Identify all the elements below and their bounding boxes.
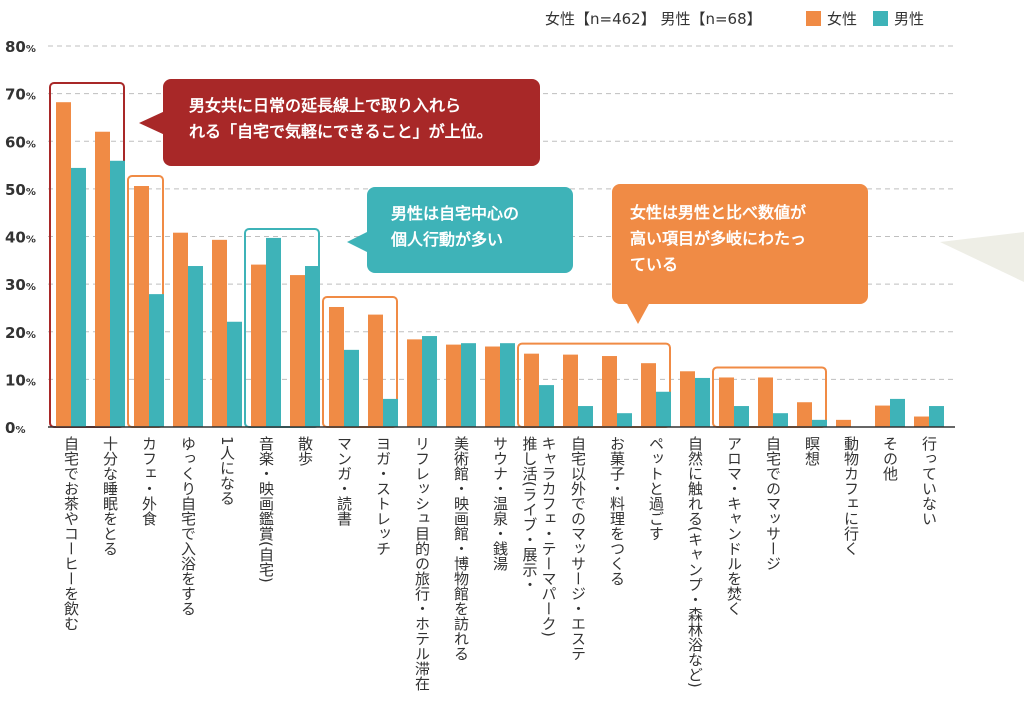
legend-swatch-female <box>806 11 821 26</box>
bar-male <box>383 398 398 427</box>
bar-female <box>914 416 929 427</box>
bar-female <box>173 232 188 427</box>
x-tick-label: サウナ・温泉・銭湯 <box>491 436 509 571</box>
callout-red-tail <box>139 111 165 135</box>
x-tick-labels: 自宅でお茶やコーヒーを飲む 十分な睡眠をとる カフェ・外食 ゆっくり自宅で入浴をする 1… <box>62 436 938 691</box>
bar-female <box>212 239 227 427</box>
x-tick-label: リフレッシュ目的の旅行・ホテル滞在 <box>413 436 431 691</box>
bar-female <box>95 131 110 427</box>
x-tick-label: アロマ・キャンドルを焚く <box>725 436 743 616</box>
x-tick-label: お菓子・料理をつくる <box>608 436 626 586</box>
x-tick-label: 音楽・映画鑑賞(自宅) <box>257 436 275 583</box>
x-tick-label: 散歩 <box>296 436 314 466</box>
x-tick-label: その他 <box>881 436 899 482</box>
bar-male <box>188 266 203 427</box>
bar-male <box>71 167 86 428</box>
bar-male <box>773 413 788 427</box>
bar-male <box>344 349 359 427</box>
y-tick-label: 60% <box>5 133 36 151</box>
bar-female <box>485 346 500 427</box>
bar-male <box>617 413 632 427</box>
bar-female <box>329 306 344 427</box>
bar-female <box>524 353 539 427</box>
x-tick-label: 行っていない <box>920 436 938 526</box>
x-tick-label: 自宅でお茶やコーヒーを飲む <box>62 436 80 631</box>
bar-male <box>812 419 827 427</box>
x-tick-label: ペットと過ごす <box>647 436 665 541</box>
y-tick-label: 20% <box>5 324 36 342</box>
x-tick-label: 美術館・映画館・博物館を訪れる <box>452 436 470 661</box>
callout-teal-text: 男性は自宅中心の 個人行動が多い <box>391 204 520 249</box>
bar-female <box>407 339 422 427</box>
bar-female <box>758 377 773 427</box>
bar-male <box>227 321 242 427</box>
page-corner-decoration <box>940 232 1024 282</box>
bar-male <box>305 266 320 427</box>
legend-sample-size: 女性【n=462】 男性【n=68】 <box>545 10 762 28</box>
y-tick-label: 40% <box>5 229 36 247</box>
legend-label-male: 男性 <box>894 10 924 28</box>
bar-male <box>461 343 476 427</box>
bar-layer <box>56 102 944 428</box>
y-tick-label: 70% <box>5 86 36 104</box>
legend-label-female: 女性 <box>827 10 857 28</box>
x-tick-label: カフェ・外食 <box>140 436 158 526</box>
x-tick-label: 1人になる <box>218 436 236 506</box>
bar-male <box>266 237 281 427</box>
callout-orange-tail <box>626 302 650 324</box>
x-tick-label: 自然に触れる(キャンプ・森林浴など) <box>686 436 704 688</box>
bar-male <box>539 385 554 427</box>
y-tick-label: 0% <box>5 419 25 437</box>
y-tick-label: 50% <box>5 181 36 199</box>
legend: 女性【n=462】 男性【n=68】 女性 男性 <box>545 10 924 28</box>
bar-female <box>251 264 266 427</box>
x-tick-label: ヨガ・ストレッチ <box>374 436 392 556</box>
bar-female <box>719 377 734 427</box>
x-tick-label: ゆっくり自宅で入浴をする <box>179 436 197 616</box>
callout-teal: 男性は自宅中心の 個人行動が多い <box>347 187 573 273</box>
x-tick-label: キャラカフェ・テーマパーク) <box>540 436 558 637</box>
callout-orange-text: 女性は男性と比べ数値が 高い項目が多岐にわたっ ている <box>630 203 807 274</box>
x-tick-label: 瞑想 <box>803 436 821 466</box>
y-tick-label: 30% <box>5 276 36 294</box>
bar-female <box>680 371 695 427</box>
callout-teal-tail <box>347 231 369 253</box>
legend-swatch-male <box>873 11 888 26</box>
bar-male <box>929 406 944 427</box>
x-tick-label: 動物カフェに行く <box>842 436 860 556</box>
bar-male <box>890 398 905 427</box>
y-tick-labels: 0% 10% 20% 30% 40% 50% 60% 70% 80% <box>5 38 36 437</box>
x-tick-label: 十分な睡眠をとる <box>101 436 119 556</box>
callout-red: 男女共に日常の延長線上で取り入れら れる「自宅で気軽にできること」が上位。 <box>139 79 540 166</box>
callout-orange: 女性は男性と比べ数値が 高い項目が多岐にわたっ ている <box>612 184 868 324</box>
y-tick-label: 80% <box>5 38 36 56</box>
bar-female <box>797 402 812 427</box>
x-tick-label: 推し活(ライブ・展示・ <box>521 436 539 592</box>
x-tick-label: 自宅でのマッサージ <box>764 436 782 571</box>
callout-red-text: 男女共に日常の延長線上で取り入れら れる「自宅で気軽にできること」が上位。 <box>189 96 493 141</box>
bar-male <box>695 377 710 427</box>
bar-male <box>149 294 164 427</box>
bar-male <box>734 406 749 427</box>
bar-male <box>500 343 515 427</box>
bar-female <box>836 419 851 427</box>
bar-female <box>563 354 578 427</box>
bar-female <box>875 405 890 427</box>
bar-female <box>290 275 305 427</box>
x-tick-label: 自宅以外でのマッサージ・エステ <box>569 436 587 661</box>
bar-male <box>422 336 437 427</box>
bar-female <box>56 102 71 427</box>
x-tick-label: マンガ・読書 <box>335 436 353 526</box>
bar-female <box>446 344 461 427</box>
bar-male <box>110 160 125 427</box>
bar-female <box>602 356 617 427</box>
bar-female <box>134 186 149 427</box>
bar-female <box>368 314 383 427</box>
bar-male <box>656 391 671 427</box>
y-tick-label: 10% <box>5 371 36 389</box>
bar-female <box>641 363 656 427</box>
bar-male <box>578 406 593 427</box>
